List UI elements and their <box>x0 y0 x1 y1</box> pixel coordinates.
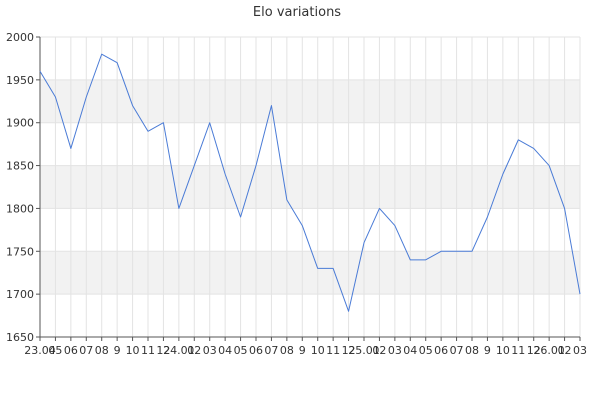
y-tick-label: 2000 <box>6 31 34 44</box>
grid-band <box>40 79 580 123</box>
x-tick-label: 02 <box>187 344 201 357</box>
y-tick-label: 1650 <box>6 331 34 344</box>
data-point <box>270 104 273 107</box>
x-tick-label: 08 <box>95 344 109 357</box>
x-tick-label: 12 <box>527 344 541 357</box>
x-tick-label: 03 <box>573 344 587 357</box>
x-tick-label: 26.01 <box>533 344 565 357</box>
data-point <box>440 250 443 253</box>
x-tick-label: 24.01 <box>163 344 195 357</box>
x-tick-label: 07 <box>79 344 93 357</box>
grid-band <box>40 251 580 295</box>
x-tick-label: 9 <box>114 344 121 357</box>
data-point <box>255 164 258 167</box>
x-tick-label: 12 <box>156 344 170 357</box>
data-point <box>363 241 366 244</box>
x-tick-label: 11 <box>141 344 155 357</box>
data-point <box>208 121 211 124</box>
horizontal-bands <box>40 79 580 295</box>
x-tick-label: 07 <box>450 344 464 357</box>
y-tick-label: 1950 <box>6 74 34 87</box>
axes <box>39 37 580 338</box>
data-point <box>193 164 196 167</box>
x-tick-label: 25.01 <box>348 344 380 357</box>
x-tick-label: 11 <box>511 344 525 357</box>
chart-title: Elo variations <box>253 5 341 20</box>
y-tick-label: 1750 <box>6 245 34 258</box>
x-tick-label: 9 <box>484 344 491 357</box>
x-tick-label: 03 <box>388 344 402 357</box>
x-tick-label: 03 <box>203 344 217 357</box>
data-point <box>116 61 119 64</box>
x-tick-label: 07 <box>264 344 278 357</box>
data-point <box>579 293 582 296</box>
data-point <box>378 207 381 210</box>
x-tick-label: 08 <box>465 344 479 357</box>
data-point <box>563 207 566 210</box>
x-tick-label: 9 <box>299 344 306 357</box>
x-tick-label: 06 <box>434 344 448 357</box>
data-point <box>162 121 165 124</box>
x-tick-label: 06 <box>64 344 78 357</box>
data-point <box>69 147 72 150</box>
data-point <box>177 207 180 210</box>
x-tick-label: 02 <box>372 344 386 357</box>
data-point <box>39 70 42 73</box>
x-tick-label: 08 <box>280 344 294 357</box>
data-point <box>455 250 458 253</box>
x-tick-label: 06 <box>249 344 263 357</box>
data-point <box>517 138 520 141</box>
elo-series-line <box>39 53 581 312</box>
data-point <box>224 173 227 176</box>
x-tick-label: 04 <box>403 344 417 357</box>
x-tick-label: 05 <box>48 344 62 357</box>
x-tick-label: 10 <box>126 344 140 357</box>
x-tick-label: 23.04 <box>24 344 56 357</box>
x-tick-label: 11 <box>326 344 340 357</box>
data-point <box>285 198 288 201</box>
data-point <box>316 267 319 270</box>
data-point <box>347 310 350 313</box>
data-point <box>471 250 474 253</box>
data-point <box>54 96 57 99</box>
data-point <box>409 258 412 261</box>
y-tick-label: 1700 <box>6 288 34 301</box>
y-axis-ticks: 1650 1700 1750 1800 1850 1900 1950 2000 <box>6 31 40 344</box>
x-tick-label: 10 <box>311 344 325 357</box>
x-tick-label: 05 <box>419 344 433 357</box>
data-point <box>100 53 103 56</box>
data-point <box>301 224 304 227</box>
vertical-gridlines <box>39 37 581 337</box>
data-point <box>393 224 396 227</box>
x-tick-label: 04 <box>218 344 232 357</box>
data-point <box>486 216 489 219</box>
data-point <box>532 147 535 150</box>
data-point <box>147 130 150 133</box>
grid-band <box>40 165 580 209</box>
data-point <box>501 173 504 176</box>
x-tick-label: 12 <box>342 344 356 357</box>
data-point <box>85 96 88 99</box>
data-point <box>548 164 551 167</box>
data-point <box>332 267 335 270</box>
data-point <box>239 216 242 219</box>
y-tick-label: 1900 <box>6 117 34 130</box>
x-tick-label: 10 <box>496 344 510 357</box>
y-tick-label: 1800 <box>6 202 34 215</box>
x-tick-label: 05 <box>234 344 248 357</box>
series-layer <box>39 53 582 313</box>
y-tick-label: 1850 <box>6 160 34 173</box>
data-point <box>424 258 427 261</box>
x-tick-label: 02 <box>558 344 572 357</box>
data-point <box>131 104 134 107</box>
